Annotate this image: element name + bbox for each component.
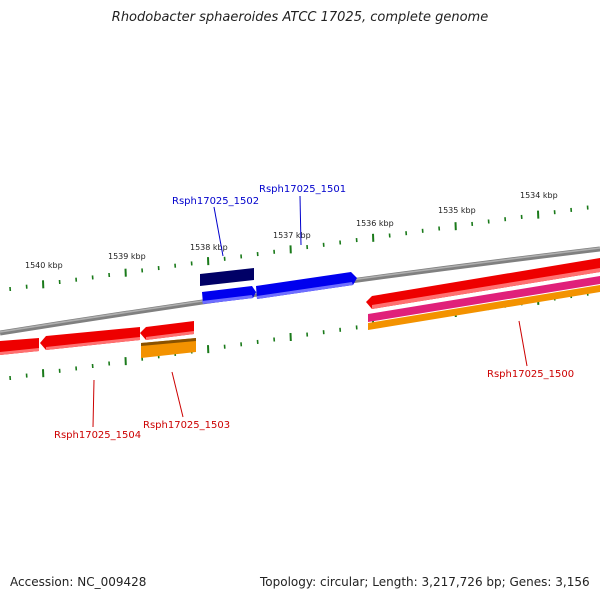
- gene-1502-shade: [202, 295, 253, 304]
- gene-1503-orange-edge: [141, 338, 196, 346]
- leader-line-1504: [92, 379, 95, 428]
- gene-neighbor-shade: [0, 348, 39, 355]
- tick-label-1537: 1537 kbp: [273, 231, 311, 240]
- gene-1503-shade: [146, 331, 194, 340]
- map-title: Rhodobacter sphaeroides ATCC 17025, comp…: [111, 10, 489, 25]
- gene-rsph17025-1500-magenta-bar[interactable]: [368, 276, 600, 322]
- gene-rsph17025-1500-orange-bar[interactable]: [368, 285, 600, 330]
- gene-label-1501[interactable]: Rsph17025_1501: [259, 184, 346, 195]
- gene-rsph17025-1501-feature[interactable]: [256, 272, 357, 299]
- tick-label-1538: 1538 kbp: [190, 243, 228, 252]
- leader-line-1501: [299, 195, 302, 246]
- gene-label-1503[interactable]: Rsph17025_1503: [143, 420, 230, 431]
- accession-text: Accession: NC_009428: [10, 575, 147, 589]
- gene-label-1502[interactable]: Rsph17025_1502: [172, 196, 259, 207]
- outer-tick-ring: [9, 205, 589, 292]
- gene-rsph17025-1500-feature[interactable]: [366, 258, 600, 309]
- gene-label-1500[interactable]: Rsph17025_1500: [487, 369, 574, 380]
- tick-label-1535: 1535 kbp: [438, 206, 476, 215]
- gene-1504-shade: [46, 337, 140, 350]
- leader-line-1500: [518, 320, 528, 367]
- gene-rsph17025-1502-dark-bar[interactable]: [200, 268, 254, 286]
- leader-line-1502: [213, 206, 224, 257]
- tick-label-1540: 1540 kbp: [25, 261, 63, 270]
- genome-summary-text: Topology: circular; Length: 3,217,726 bp…: [260, 575, 590, 589]
- tick-label-1536: 1536 kbp: [356, 219, 394, 228]
- leader-line-1503: [171, 371, 184, 418]
- gene-rsph17025-1504-feature[interactable]: [40, 327, 140, 350]
- gene-label-1504[interactable]: Rsph17025_1504: [54, 430, 141, 441]
- gene-1500-shade: [372, 268, 600, 309]
- tick-label-1539: 1539 kbp: [108, 252, 146, 261]
- gene-1501-shade: [257, 282, 353, 299]
- tick-label-1534: 1534 kbp: [520, 191, 558, 200]
